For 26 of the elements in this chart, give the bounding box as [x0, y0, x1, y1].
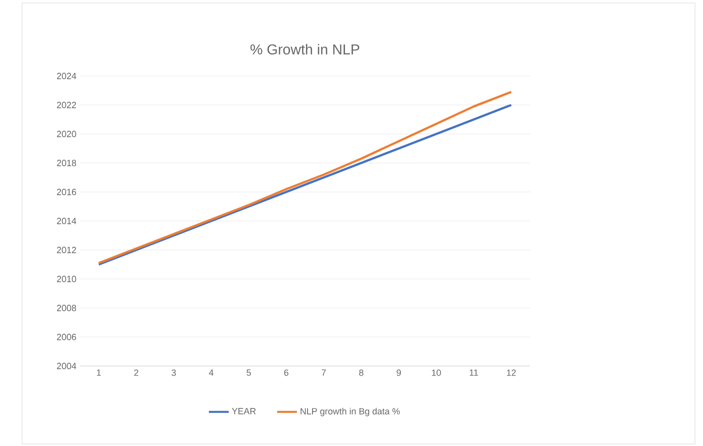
x-tick-label: 5 — [246, 370, 251, 376]
y-tick-label: 2004 — [56, 362, 76, 370]
x-tick-label: 3 — [172, 370, 176, 376]
y-tick-label: 2006 — [56, 334, 76, 340]
y-tick-label: 2022 — [56, 102, 76, 108]
x-tick-label: 2 — [134, 370, 138, 376]
x-tick-label: 12 — [506, 370, 516, 376]
x-tick-label: 7 — [322, 370, 326, 376]
y-tick-label: 2024 — [56, 72, 76, 80]
y-tick-label: 2016 — [56, 188, 76, 196]
x-tick-label: 10 — [432, 370, 441, 376]
y-tick-label: 2010 — [56, 276, 76, 282]
y-tick-label: 2020 — [56, 130, 76, 138]
legend-label: YEAR — [232, 408, 256, 414]
chart-title: % Growth in NLP — [250, 44, 360, 54]
x-tick-label: 9 — [396, 370, 401, 376]
x-tick-label: 4 — [208, 370, 214, 376]
x-tick-label: 6 — [284, 370, 288, 376]
x-tick-label: 8 — [359, 370, 364, 376]
legend-label: NLP growth in Bg data % — [300, 408, 400, 416]
y-tick-label: 2012 — [56, 246, 76, 254]
x-tick-label: 11 — [470, 370, 478, 376]
y-tick-label: 2008 — [56, 304, 76, 312]
x-tick-label: 1 — [96, 370, 101, 376]
y-tick-label: 2018 — [56, 160, 76, 166]
y-tick-label: 2014 — [56, 218, 76, 224]
